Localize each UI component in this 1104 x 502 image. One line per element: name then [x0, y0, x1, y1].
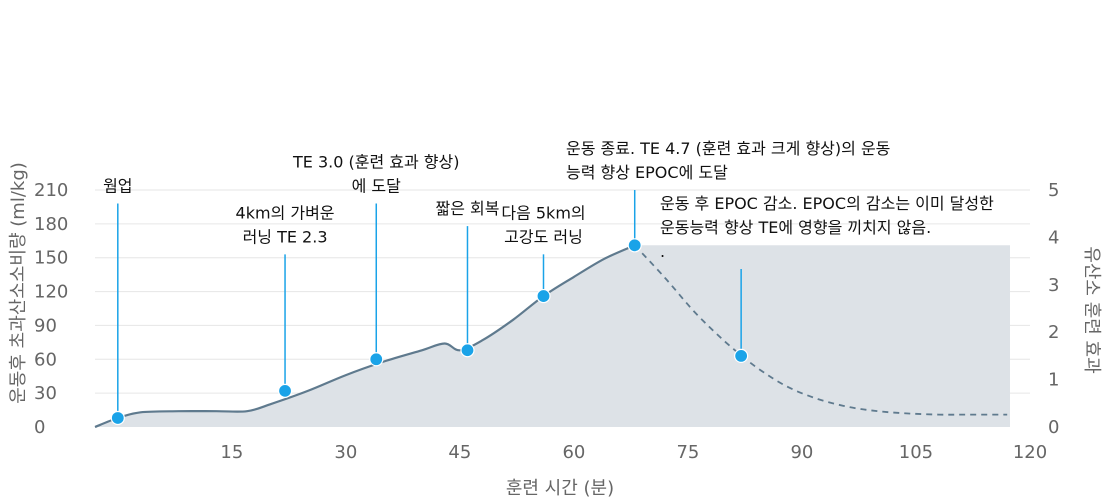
- annotation-text: 4km의 가벼운: [236, 203, 335, 222]
- x-tick-label: 90: [790, 442, 813, 463]
- y2-tick-label: 3: [1048, 275, 1059, 296]
- y2-tick-label: 5: [1048, 180, 1059, 201]
- series-line-dashed: [634, 244, 1008, 416]
- x-tick-label: 15: [220, 442, 243, 463]
- annotation-text: 에 도달: [352, 177, 402, 196]
- area-fill: [95, 245, 1010, 427]
- y2-tick-label: 2: [1048, 322, 1059, 343]
- x-tick-label: 30: [334, 442, 357, 463]
- annotation-marker: [110, 410, 125, 426]
- annotation-text: TE 3.0 (훈련 효과 향상): [292, 153, 459, 172]
- y-axis-title: 운동후 초과산소소비량 (ml/kg): [8, 162, 29, 404]
- y-tick-label: 210: [34, 180, 68, 201]
- annotation-text: 러닝 TE 2.3: [243, 227, 328, 246]
- annotation-marker: [277, 383, 293, 398]
- x-tick-label: 120: [1013, 442, 1047, 463]
- annotation-text: 운동능력 향상 TE에 영향을 끼치지 않음.: [660, 218, 931, 237]
- annotation-marker: [627, 238, 642, 253]
- x-tick-label: 60: [562, 442, 585, 463]
- annotation-text: 운동 종료. TE 4.7 (훈련 효과 크게 향상)의 운동: [566, 139, 890, 158]
- annotation-guides: [117, 190, 742, 418]
- annotation-marker: [734, 348, 749, 363]
- annotation-text: 다음 5km의: [501, 203, 585, 222]
- annotation-text: 운동 후 EPOC 감소. EPOC의 감소는 이미 달성한: [660, 194, 994, 213]
- y-tick-label: 0: [34, 417, 45, 438]
- y-tick-label: 180: [34, 214, 68, 235]
- y2-tick-label: 4: [1048, 227, 1059, 248]
- annotation-marker: [536, 288, 551, 304]
- y-tick-label: 60: [34, 349, 57, 370]
- plot-area-fill: [95, 245, 1010, 427]
- y-tick-label: 30: [34, 383, 57, 404]
- y2-tick-label: 0: [1048, 417, 1059, 438]
- x-tick-label: 45: [448, 442, 471, 463]
- y2-tick-label: 1: [1048, 370, 1059, 391]
- x-axis-title: 훈련 시간 (분): [506, 478, 614, 499]
- annotation-marker: [460, 343, 475, 358]
- annotation-text: 고강도 러닝: [504, 227, 583, 246]
- y2-axis-title: 유산소 훈련 효과: [1081, 246, 1102, 373]
- annotation-marker: [369, 352, 384, 367]
- annotation-text: 짧은 회복: [435, 199, 499, 218]
- y-tick-label: 120: [34, 282, 68, 303]
- annotation-text: .: [660, 242, 665, 261]
- x-tick-label: 75: [676, 442, 699, 463]
- y-tick-label: 150: [34, 248, 68, 269]
- y-tick-label: 90: [34, 315, 57, 336]
- annotation-markers: [110, 238, 749, 426]
- annotation-text: 능력 향상 EPOC에 도달: [566, 163, 728, 182]
- annotation-text: 웜업: [103, 177, 132, 196]
- x-tick-label: 105: [899, 442, 933, 463]
